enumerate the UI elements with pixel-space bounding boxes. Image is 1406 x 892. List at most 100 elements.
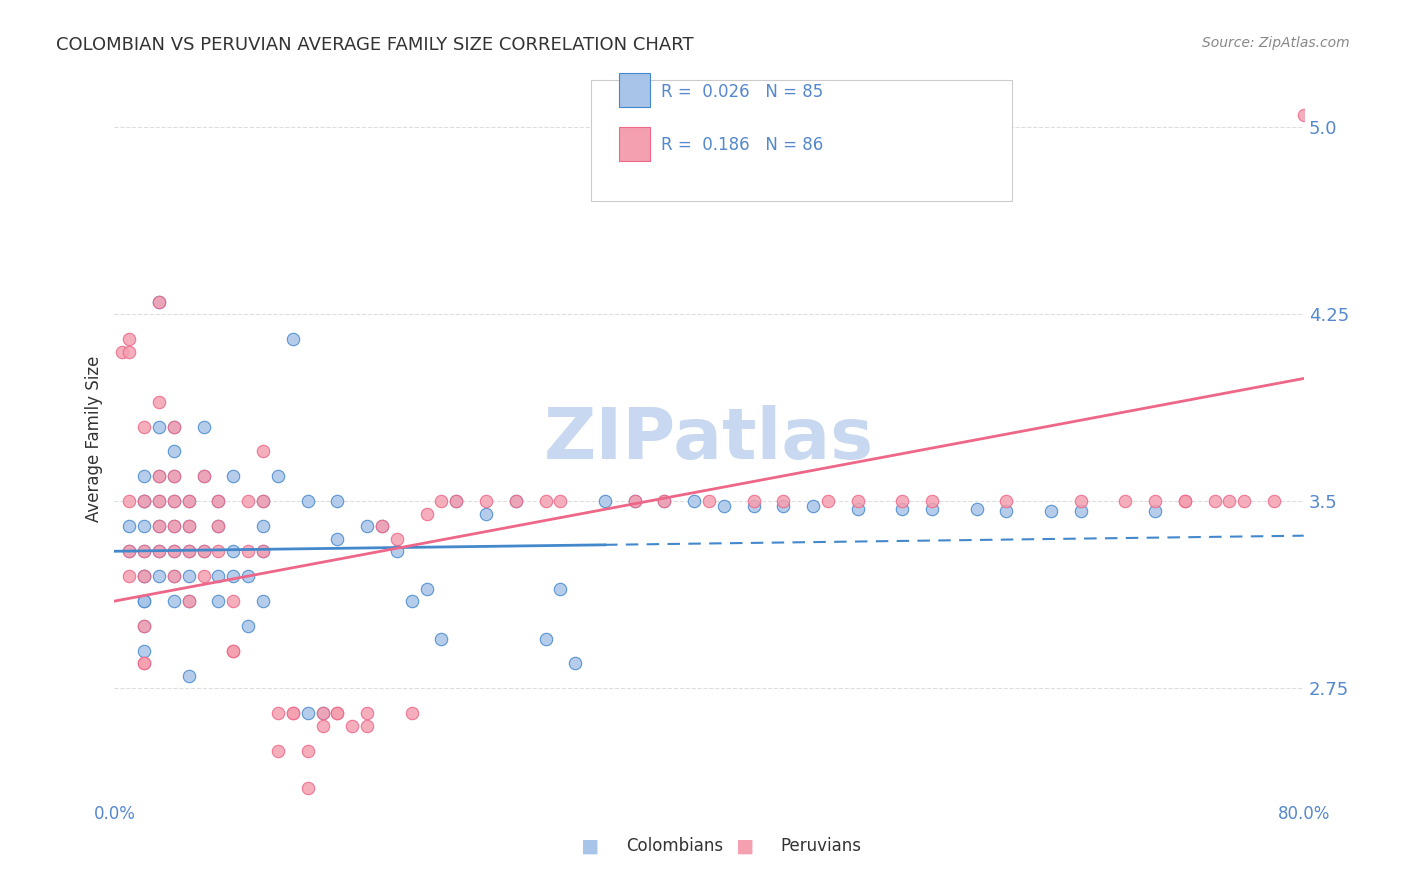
Point — [654, 494, 676, 508]
Text: ZIPatlas: ZIPatlas — [544, 405, 875, 474]
Point — [163, 569, 186, 583]
Y-axis label: Average Family Size: Average Family Size — [86, 356, 103, 522]
Point — [148, 544, 170, 558]
Point — [326, 706, 349, 721]
Point — [118, 332, 141, 346]
Point — [1233, 494, 1256, 508]
Point — [118, 494, 141, 508]
Point — [846, 494, 869, 508]
Point — [177, 519, 200, 533]
Point — [134, 619, 156, 633]
Point — [163, 419, 186, 434]
Text: COLOMBIAN VS PERUVIAN AVERAGE FAMILY SIZE CORRELATION CHART: COLOMBIAN VS PERUVIAN AVERAGE FAMILY SIZ… — [56, 36, 695, 54]
Point — [311, 719, 333, 733]
Point — [311, 706, 333, 721]
Point — [207, 494, 229, 508]
Point — [177, 594, 200, 608]
Point — [193, 469, 215, 483]
Point — [342, 719, 364, 733]
Point — [772, 494, 794, 508]
Point — [713, 500, 735, 514]
Text: R =  0.026   N = 85: R = 0.026 N = 85 — [661, 83, 823, 101]
Point — [163, 544, 186, 558]
Point — [111, 344, 134, 359]
Point — [356, 519, 378, 533]
Point — [475, 507, 498, 521]
Point — [1070, 504, 1092, 518]
Point — [297, 781, 319, 796]
Point — [163, 569, 186, 583]
Point — [238, 569, 260, 583]
Point — [371, 519, 394, 533]
Point — [475, 494, 498, 508]
Point — [252, 444, 274, 458]
Point — [891, 494, 914, 508]
Point — [401, 706, 423, 721]
Point — [564, 657, 586, 671]
Point — [1144, 494, 1167, 508]
Point — [415, 507, 437, 521]
Point — [623, 494, 645, 508]
Point — [163, 419, 186, 434]
Point — [207, 519, 229, 533]
Point — [118, 544, 141, 558]
Point — [995, 494, 1018, 508]
Point — [252, 594, 274, 608]
Point — [356, 706, 378, 721]
Point — [326, 706, 349, 721]
Point — [148, 294, 170, 309]
Point — [697, 494, 720, 508]
Text: Source: ZipAtlas.com: Source: ZipAtlas.com — [1202, 36, 1350, 50]
Point — [1144, 504, 1167, 518]
Point — [311, 706, 333, 721]
Point — [534, 632, 557, 646]
Point — [134, 544, 156, 558]
Point — [134, 494, 156, 508]
Point — [134, 657, 156, 671]
Point — [163, 444, 186, 458]
Point — [623, 494, 645, 508]
Point — [134, 419, 156, 434]
Point — [134, 494, 156, 508]
Point — [252, 494, 274, 508]
Point — [222, 569, 245, 583]
Point — [326, 532, 349, 546]
Point — [371, 519, 394, 533]
Point — [177, 594, 200, 608]
Point — [163, 519, 186, 533]
Point — [430, 632, 453, 646]
Point — [846, 501, 869, 516]
Point — [281, 706, 304, 721]
Point — [134, 594, 156, 608]
Point — [550, 494, 572, 508]
Point — [193, 469, 215, 483]
Point — [534, 494, 557, 508]
Text: Colombians: Colombians — [626, 837, 723, 855]
Point — [207, 569, 229, 583]
Point — [772, 500, 794, 514]
Point — [148, 294, 170, 309]
Point — [505, 494, 527, 508]
Point — [385, 544, 408, 558]
Point — [118, 519, 141, 533]
Point — [207, 594, 229, 608]
Point — [683, 494, 706, 508]
Point — [193, 569, 215, 583]
Point — [238, 494, 260, 508]
Point — [238, 544, 260, 558]
Point — [326, 494, 349, 508]
Point — [193, 544, 215, 558]
Point — [267, 744, 290, 758]
Point — [281, 332, 304, 346]
Point — [891, 501, 914, 516]
Point — [134, 494, 156, 508]
Point — [401, 594, 423, 608]
Point — [118, 569, 141, 583]
Point — [163, 494, 186, 508]
Point — [163, 519, 186, 533]
Point — [148, 469, 170, 483]
Point — [163, 469, 186, 483]
Point — [654, 494, 676, 508]
Point — [177, 669, 200, 683]
Point — [163, 494, 186, 508]
